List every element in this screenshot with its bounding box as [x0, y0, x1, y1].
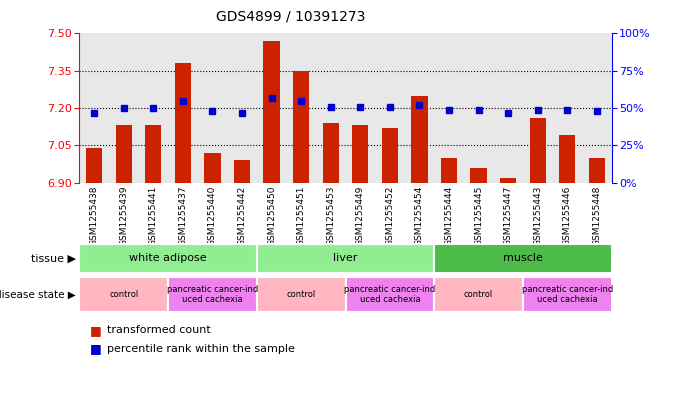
Bar — [352, 125, 368, 183]
Text: GSM1255447: GSM1255447 — [504, 185, 513, 246]
Text: GSM1255450: GSM1255450 — [267, 185, 276, 246]
Bar — [559, 136, 576, 183]
Text: pancreatic cancer-ind
uced cachexia: pancreatic cancer-ind uced cachexia — [522, 285, 613, 305]
Bar — [441, 158, 457, 183]
Text: control: control — [464, 290, 493, 299]
Text: disease state ▶: disease state ▶ — [0, 290, 76, 300]
Bar — [293, 71, 310, 183]
Text: GSM1255446: GSM1255446 — [562, 185, 571, 246]
Text: pancreatic cancer-ind
uced cachexia: pancreatic cancer-ind uced cachexia — [344, 285, 435, 305]
Text: GSM1255445: GSM1255445 — [474, 185, 483, 246]
Text: GSM1255453: GSM1255453 — [326, 185, 335, 246]
Text: GSM1255439: GSM1255439 — [120, 185, 129, 246]
Text: GSM1255448: GSM1255448 — [592, 185, 601, 246]
Bar — [471, 168, 486, 183]
Text: percentile rank within the sample: percentile rank within the sample — [107, 344, 295, 354]
Bar — [175, 63, 191, 183]
Bar — [205, 153, 220, 183]
Text: liver: liver — [333, 253, 358, 263]
Text: GSM1255442: GSM1255442 — [238, 185, 247, 246]
Text: tissue ▶: tissue ▶ — [31, 253, 76, 263]
Text: ■: ■ — [90, 342, 102, 356]
Text: transformed count: transformed count — [107, 325, 211, 335]
Text: GSM1255444: GSM1255444 — [444, 185, 453, 246]
Bar — [411, 95, 428, 183]
Text: GSM1255451: GSM1255451 — [296, 185, 305, 246]
Text: GSM1255440: GSM1255440 — [208, 185, 217, 246]
Text: ■: ■ — [90, 323, 102, 337]
Text: GSM1255454: GSM1255454 — [415, 185, 424, 246]
Text: GSM1255438: GSM1255438 — [90, 185, 99, 246]
Bar — [263, 41, 280, 183]
Bar — [86, 148, 102, 183]
Bar — [145, 125, 162, 183]
Bar — [381, 128, 398, 183]
Bar — [589, 158, 605, 183]
Text: GSM1255452: GSM1255452 — [386, 185, 395, 246]
Bar — [234, 160, 250, 183]
Text: GDS4899 / 10391273: GDS4899 / 10391273 — [216, 10, 365, 24]
Text: control: control — [109, 290, 138, 299]
Bar — [500, 178, 516, 183]
Text: GSM1255443: GSM1255443 — [533, 185, 542, 246]
Text: GSM1255437: GSM1255437 — [178, 185, 187, 246]
Bar — [115, 125, 132, 183]
Bar — [529, 118, 546, 183]
Bar — [323, 123, 339, 183]
Text: muscle: muscle — [503, 253, 543, 263]
Text: white adipose: white adipose — [129, 253, 207, 263]
Text: pancreatic cancer-ind
uced cachexia: pancreatic cancer-ind uced cachexia — [167, 285, 258, 305]
Text: GSM1255441: GSM1255441 — [149, 185, 158, 246]
Text: GSM1255449: GSM1255449 — [356, 185, 365, 246]
Text: control: control — [287, 290, 316, 299]
